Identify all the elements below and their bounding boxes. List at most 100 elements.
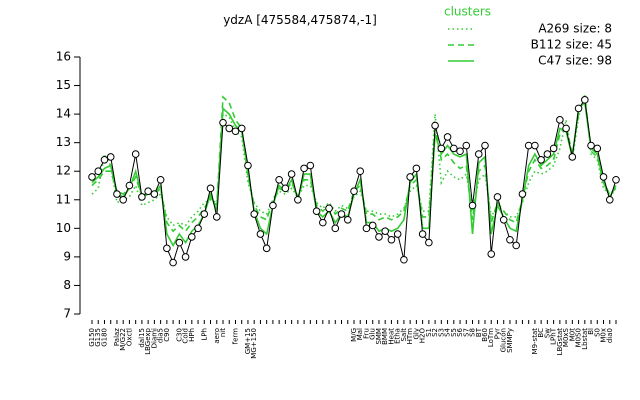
- data-point: [231, 127, 240, 136]
- data-point: [319, 218, 327, 227]
- data-point: [163, 244, 171, 253]
- data-point: [556, 116, 564, 124]
- data-point: [562, 124, 570, 133]
- data-point: [275, 175, 283, 184]
- data-point: [481, 141, 489, 150]
- x-tick-label: Lbstat: [581, 328, 589, 350]
- data-point: [244, 161, 252, 170]
- x-tick-label: BMM: [381, 328, 389, 345]
- data-point: [474, 150, 483, 158]
- x-tick-label: LoTm: [487, 328, 495, 347]
- y-tick-label: 8: [63, 278, 71, 292]
- x-tick-label: M0xS: [562, 327, 570, 347]
- data-point: [406, 173, 414, 181]
- y-tick-label: 12: [56, 164, 71, 178]
- data-point: [119, 195, 127, 204]
- data-point: [262, 244, 271, 253]
- data-point: [294, 195, 302, 204]
- data-point: [443, 133, 452, 141]
- x-tick-label: M0x: [600, 328, 608, 343]
- x-tick-label: BC: [537, 328, 545, 338]
- x-tick-label: SMM: [375, 328, 383, 345]
- data-point: [200, 210, 209, 218]
- data-point: [400, 255, 408, 264]
- data-point: [269, 201, 277, 210]
- data-point: [487, 250, 496, 258]
- data-point: [175, 238, 184, 247]
- chart-title: ydzA [475584,475874,-1]: [223, 13, 377, 27]
- data-point: [393, 230, 402, 238]
- x-tick-label: LPhT: [550, 327, 558, 345]
- data-point: [456, 147, 464, 156]
- x-tick-label: aero: [213, 328, 221, 344]
- data-point: [237, 124, 246, 133]
- data-point: [581, 96, 589, 104]
- x-tick-label: Gly: [412, 328, 420, 340]
- data-point: [543, 150, 552, 158]
- x-tick-label: C90: [163, 328, 171, 342]
- data-point: [512, 241, 520, 250]
- data-point: [612, 175, 620, 184]
- data-point: [138, 193, 146, 201]
- data-point: [431, 121, 439, 130]
- data-point: [331, 224, 340, 233]
- data-point: [219, 118, 227, 127]
- x-tick-label: S7: [462, 328, 470, 337]
- x-tick-label: MG+150: [250, 328, 258, 359]
- x-tick-label: B60: [481, 328, 489, 342]
- legend-title: clusters: [444, 5, 491, 19]
- x-tick-label: H2O: [419, 328, 427, 344]
- x-tick-label: S6: [456, 327, 464, 336]
- x-tick-label: Heat: [387, 328, 395, 345]
- data-point: [337, 210, 346, 218]
- x-tick-label: S1: [425, 328, 433, 337]
- x-tick-label: Fru: [362, 328, 370, 339]
- x-tick-label: Pyr: [493, 328, 501, 339]
- data-point: [499, 215, 508, 224]
- data-point: [549, 144, 558, 153]
- data-point: [506, 235, 514, 244]
- x-tick-label: S5: [450, 328, 458, 337]
- x-tick-label: HTm: [406, 328, 414, 345]
- data-point: [106, 153, 115, 161]
- x-tick-label: Diami: [150, 328, 158, 348]
- data-point: [587, 141, 595, 150]
- data-point: [343, 215, 352, 224]
- y-tick-label: 13: [56, 135, 71, 149]
- y-tick-label: 15: [56, 78, 71, 92]
- data-point: [462, 141, 471, 150]
- data-point: [212, 213, 221, 221]
- data-point: [375, 233, 383, 241]
- data-point: [144, 187, 152, 196]
- x-tick-label: Bl: [587, 328, 595, 335]
- x-tick-label: S4: [444, 327, 452, 336]
- data-point: [312, 207, 321, 215]
- x-tick-label: ferm: [231, 328, 239, 345]
- data-point: [412, 164, 421, 173]
- data-point: [362, 224, 371, 233]
- x-tick-label: SMMPy: [506, 328, 514, 353]
- data-point: [150, 190, 159, 198]
- legend-label: C47 size: 98: [538, 54, 612, 68]
- x-tick-label: S8: [469, 328, 477, 337]
- x-tick-label: HPh: [188, 328, 196, 342]
- data-point: [387, 235, 396, 244]
- data-point: [169, 258, 177, 267]
- x-tick-label: Salt: [400, 328, 408, 342]
- y-tick-label: 11: [56, 192, 71, 206]
- data-point: [568, 153, 577, 161]
- x-tick-label: dia0: [606, 328, 614, 343]
- y-tick-label: 9: [63, 249, 71, 263]
- data-point: [156, 175, 165, 184]
- data-point: [605, 195, 614, 204]
- x-tick-label: G150: [88, 328, 96, 347]
- data-point: [188, 233, 196, 241]
- legend-label: A269 size: 8: [538, 22, 612, 36]
- x-tick-label: Oxctl: [125, 328, 133, 346]
- x-tick-label: G180: [100, 328, 108, 347]
- data-point: [518, 190, 527, 198]
- data-point: [225, 124, 234, 133]
- data-point: [599, 173, 608, 181]
